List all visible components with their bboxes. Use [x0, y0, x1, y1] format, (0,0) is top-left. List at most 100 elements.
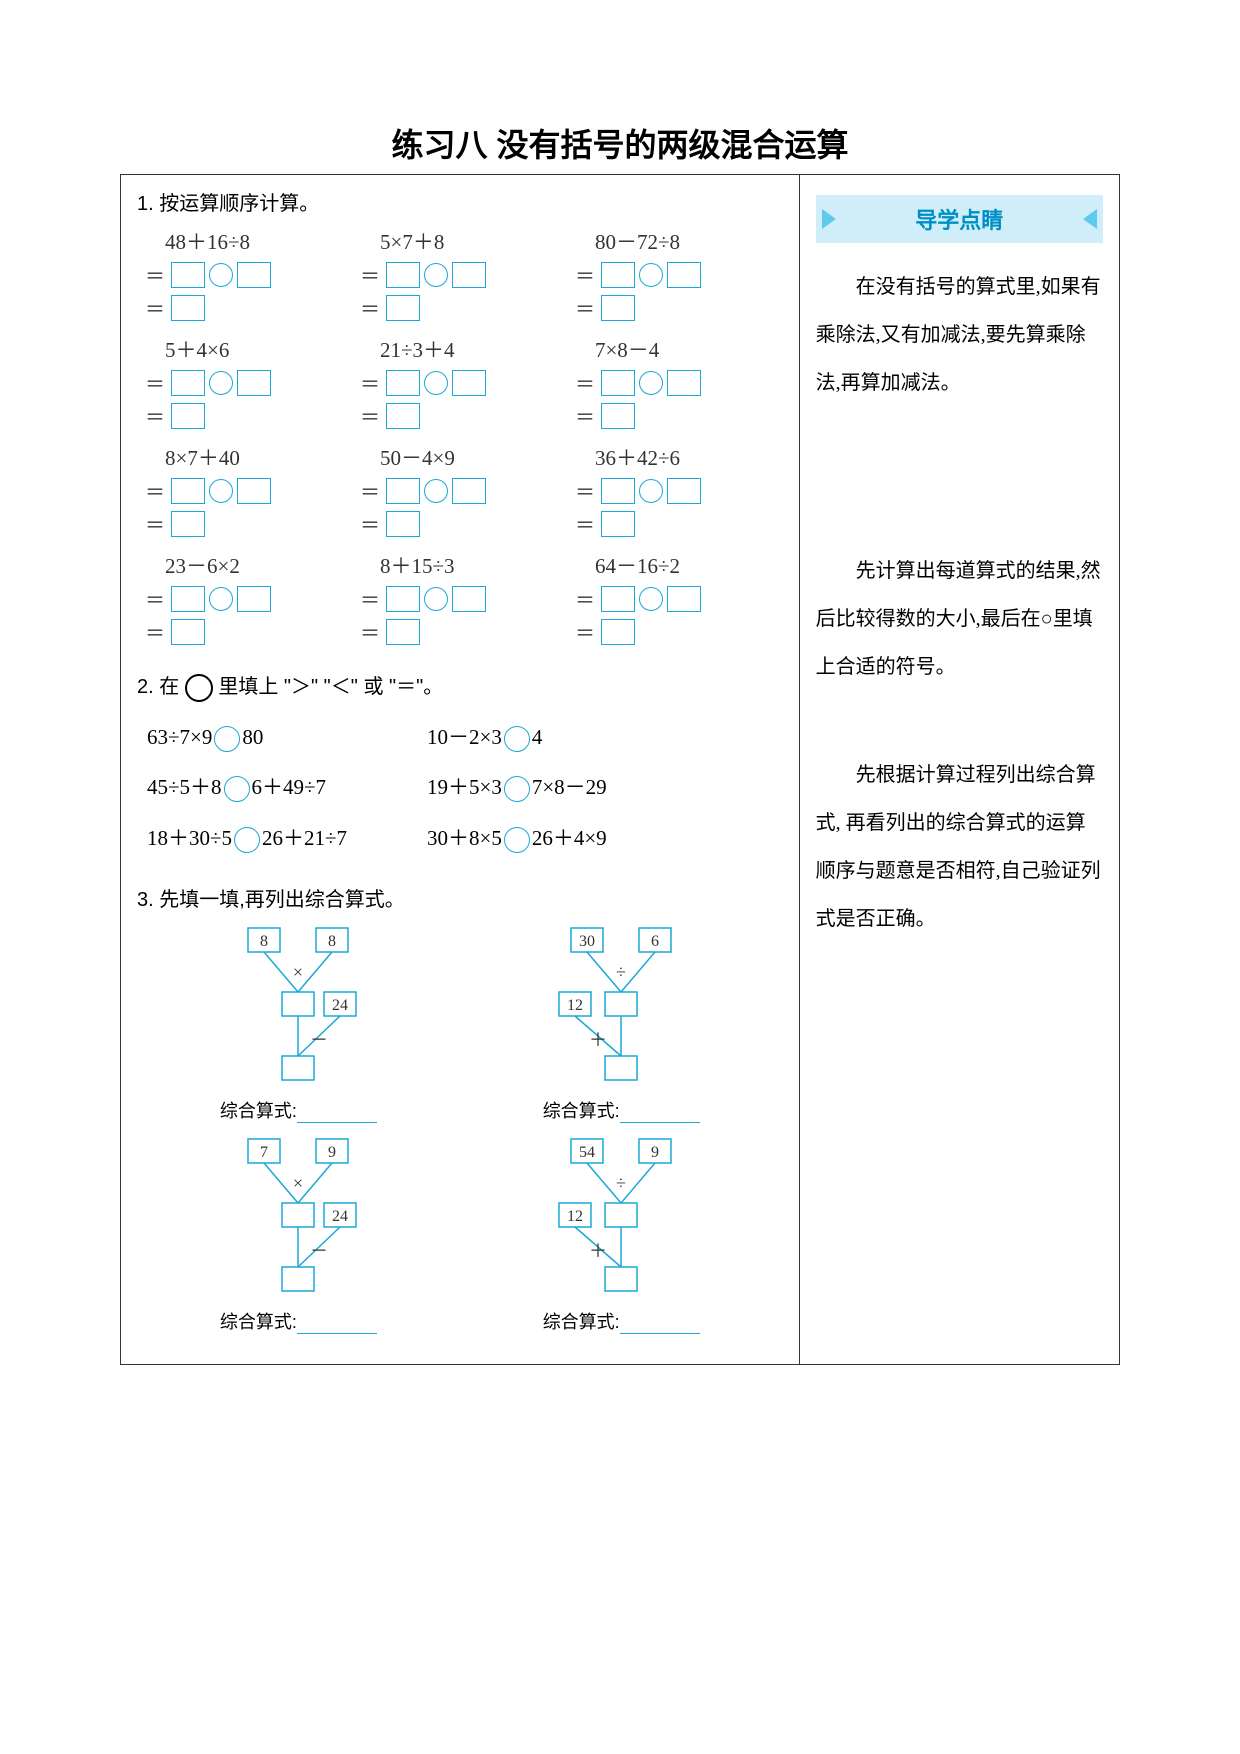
svg-text:÷: ÷: [616, 962, 626, 982]
problem-block: 50－4×9＝＝: [352, 442, 567, 542]
answer-box[interactable]: [601, 478, 635, 504]
answer-box[interactable]: [452, 478, 486, 504]
op-circle[interactable]: [209, 371, 233, 395]
compare-circle[interactable]: [234, 827, 260, 853]
op-circle[interactable]: [424, 587, 448, 611]
step-1: ＝: [567, 260, 782, 289]
answer-blank[interactable]: [297, 1105, 377, 1123]
diagram-cell: 30612÷＋综合算式:: [460, 922, 783, 1123]
answer-box[interactable]: [452, 262, 486, 288]
expression: 36＋42÷6: [567, 442, 782, 472]
svg-text:30: 30: [579, 933, 595, 950]
compare-circle[interactable]: [504, 776, 530, 802]
tip-text-1: 在没有括号的算式里,如果有乘除法,又有加减法,要先算乘除法,再算加减法。: [816, 263, 1103, 407]
svg-text:－: －: [310, 1030, 328, 1050]
svg-text:7: 7: [260, 1144, 268, 1161]
combined-label: 综合算式:: [137, 1097, 460, 1123]
tip-text-3: 先根据计算过程列出综合算式, 再看列出的综合算式的运算顺序与题意是否相符,自己验…: [816, 751, 1103, 943]
q3-heading: 3. 先填一填,再列出综合算式。: [137, 883, 783, 912]
tip-text-2: 先计算出每道算式的结果,然后比较得数的大小,最后在○里填上合适的符号。: [816, 547, 1103, 691]
problem-block: 7×8－4＝＝: [567, 334, 782, 434]
answer-box[interactable]: [237, 586, 271, 612]
answer-box[interactable]: [667, 262, 701, 288]
q2-head-suffix: 里填上 "＞" "＜" 或 "＝"。: [218, 676, 443, 698]
compare-circle[interactable]: [504, 827, 530, 853]
answer-box[interactable]: [386, 403, 420, 429]
op-circle[interactable]: [209, 587, 233, 611]
answer-box[interactable]: [601, 511, 635, 537]
right-column: 导学点睛 在没有括号的算式里,如果有乘除法,又有加减法,要先算乘除法,再算加减法…: [800, 175, 1119, 1364]
expr-right: 4: [532, 725, 543, 749]
step-2: ＝: [137, 617, 352, 646]
answer-blank[interactable]: [620, 1316, 700, 1334]
op-circle[interactable]: [209, 263, 233, 287]
calc-diagram: 30612÷＋: [551, 922, 691, 1092]
answer-box[interactable]: [171, 511, 205, 537]
expression: 5＋4×6: [137, 334, 352, 364]
expression: 8＋15÷3: [352, 550, 567, 580]
expr-right: 80: [242, 725, 263, 749]
op-circle[interactable]: [424, 371, 448, 395]
expr-right: 6＋49÷7: [252, 775, 327, 799]
answer-box[interactable]: [171, 295, 205, 321]
expression: 64－16÷2: [567, 550, 782, 580]
compare-circle[interactable]: [504, 726, 530, 752]
answer-box[interactable]: [171, 478, 205, 504]
svg-text:＋: ＋: [589, 1241, 607, 1261]
answer-box[interactable]: [386, 619, 420, 645]
q2-heading: 2. 在 里填上 "＞" "＜" 或 "＝"。: [137, 670, 783, 702]
answer-blank[interactable]: [297, 1316, 377, 1334]
svg-text:÷: ÷: [616, 1173, 626, 1193]
expr-right: 26＋21÷7: [262, 826, 347, 850]
answer-box[interactable]: [667, 586, 701, 612]
op-circle[interactable]: [639, 587, 663, 611]
calc-diagram: 54912÷＋: [551, 1133, 691, 1303]
step-2: ＝: [352, 617, 567, 646]
answer-box[interactable]: [386, 586, 420, 612]
step-1: ＝: [352, 260, 567, 289]
answer-box[interactable]: [601, 295, 635, 321]
expression: 80－72÷8: [567, 226, 782, 256]
compare-circle[interactable]: [224, 776, 250, 802]
compare-circle[interactable]: [214, 726, 240, 752]
combined-label: 综合算式:: [137, 1308, 460, 1334]
answer-box[interactable]: [171, 370, 205, 396]
answer-box[interactable]: [601, 262, 635, 288]
answer-box[interactable]: [452, 370, 486, 396]
answer-box[interactable]: [601, 619, 635, 645]
problem-block: 64－16÷2＝＝: [567, 550, 782, 650]
compare-row: 63÷7×98010－2×34: [147, 712, 783, 762]
op-circle[interactable]: [639, 479, 663, 503]
step-1: ＝: [352, 584, 567, 613]
svg-text:9: 9: [328, 1144, 336, 1161]
op-circle[interactable]: [639, 371, 663, 395]
answer-box[interactable]: [386, 370, 420, 396]
answer-box[interactable]: [237, 262, 271, 288]
answer-box[interactable]: [601, 370, 635, 396]
answer-box[interactable]: [386, 262, 420, 288]
expr-left: 18＋30÷5: [147, 826, 232, 850]
op-circle[interactable]: [209, 479, 233, 503]
answer-box[interactable]: [667, 478, 701, 504]
op-circle[interactable]: [424, 263, 448, 287]
answer-box[interactable]: [171, 403, 205, 429]
op-circle[interactable]: [424, 479, 448, 503]
svg-text:54: 54: [579, 1144, 595, 1161]
answer-box[interactable]: [601, 586, 635, 612]
op-circle[interactable]: [639, 263, 663, 287]
answer-box[interactable]: [601, 403, 635, 429]
step-2: ＝: [137, 509, 352, 538]
answer-box[interactable]: [237, 370, 271, 396]
answer-box[interactable]: [171, 586, 205, 612]
answer-box[interactable]: [386, 295, 420, 321]
diagram-row: 7924×－综合算式:54912÷＋综合算式:: [137, 1133, 783, 1334]
answer-box[interactable]: [171, 619, 205, 645]
answer-blank[interactable]: [620, 1105, 700, 1123]
answer-box[interactable]: [171, 262, 205, 288]
step-2: ＝: [567, 293, 782, 322]
answer-box[interactable]: [386, 511, 420, 537]
answer-box[interactable]: [452, 586, 486, 612]
answer-box[interactable]: [237, 478, 271, 504]
answer-box[interactable]: [386, 478, 420, 504]
answer-box[interactable]: [667, 370, 701, 396]
